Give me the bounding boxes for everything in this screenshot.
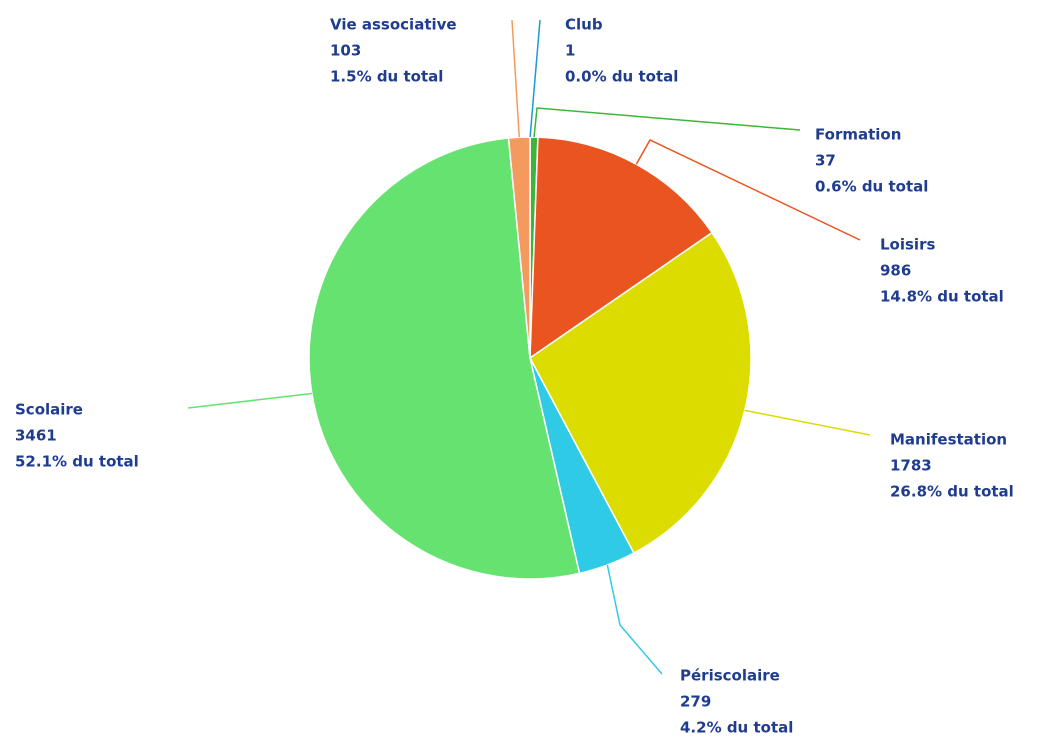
label-name: Loisirs — [880, 236, 935, 254]
label-value: 279 — [680, 693, 711, 711]
label-name: Club — [565, 16, 603, 34]
leader-line — [187, 392, 312, 409]
pie-slice — [507, 136, 531, 359]
label-value: 3461 — [15, 427, 57, 445]
label-value: 103 — [330, 42, 361, 60]
pie-slice — [529, 231, 752, 555]
label-percent: 26.8% du total — [890, 483, 1014, 501]
leader-line — [529, 19, 541, 138]
label-name: Périscolaire — [680, 667, 780, 685]
leader-line — [533, 107, 801, 138]
label-percent: 0.0% du total — [565, 68, 678, 86]
label-percent: 1.5% du total — [330, 68, 443, 86]
label-value: 37 — [815, 152, 836, 170]
slices — [308, 136, 752, 580]
label-percent: 52.1% du total — [15, 453, 139, 471]
pie-slice — [308, 137, 581, 580]
pie-slice — [529, 136, 714, 360]
label-percent: 0.6% du total — [815, 178, 928, 196]
label-value: 1 — [565, 42, 575, 60]
label-percent: 14.8% du total — [880, 288, 1004, 306]
leader-line — [744, 409, 871, 436]
label-name: Scolaire — [15, 401, 83, 419]
label-name: Vie associative — [330, 16, 457, 34]
label-value: 1783 — [890, 457, 932, 475]
label-name: Manifestation — [890, 431, 1007, 449]
label-name: Formation — [815, 126, 901, 144]
leader-line — [635, 139, 861, 241]
leader-line — [511, 19, 520, 138]
label-value: 986 — [880, 262, 911, 280]
leader-line — [606, 564, 663, 675]
label-percent: 4.2% du total — [680, 719, 793, 737]
